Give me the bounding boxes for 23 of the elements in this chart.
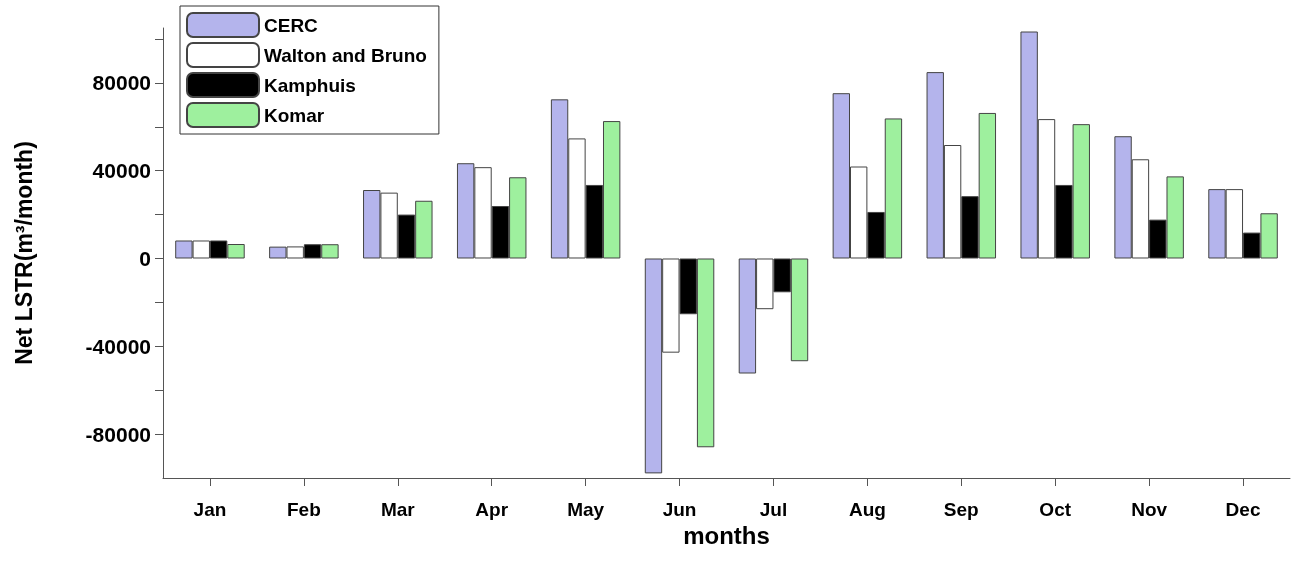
x-tick-label: Mar	[380, 499, 416, 520]
y-tick-label: -80000	[85, 422, 151, 446]
x-tick-label: Feb	[286, 499, 321, 520]
legend-label: CERC	[264, 14, 319, 36]
y-tick-label: 40000	[92, 159, 151, 183]
legend-label: Komar	[264, 104, 325, 126]
x-tick-label: Oct	[1039, 499, 1072, 520]
x-axis-title: months	[683, 522, 770, 550]
x-tick-label: Nov	[1131, 499, 1168, 520]
y-axis-title: Net LSTR(m³/month)	[10, 141, 37, 365]
legend-label: Kamphuis	[264, 74, 356, 96]
x-tick-label: Aug	[848, 499, 886, 520]
x-tick-label: Dec	[1225, 499, 1261, 520]
x-tick-label: Sep	[943, 499, 979, 520]
legend-label: Walton and Bruno	[264, 44, 427, 66]
x-tick-label: Jan	[193, 499, 227, 520]
y-tick-label: 0	[139, 246, 151, 270]
x-tick-label: Apr	[475, 499, 509, 520]
x-tick-label: Jun	[662, 499, 697, 520]
x-tick-label: May	[567, 499, 605, 520]
y-tick-label: -40000	[85, 334, 151, 358]
x-tick-label: Jul	[759, 499, 788, 520]
y-tick-label: 80000	[92, 71, 151, 95]
